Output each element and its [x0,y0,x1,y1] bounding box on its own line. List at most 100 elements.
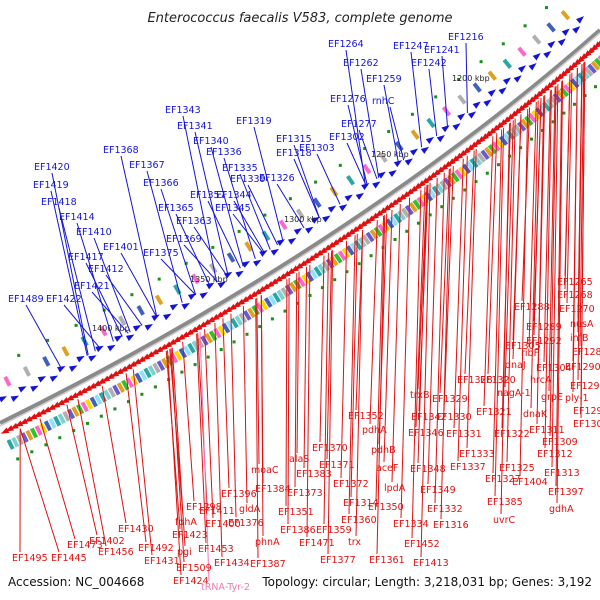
forward-gene-arrow [163,313,172,321]
cog-block [61,345,70,357]
gc-marker [44,443,48,447]
gc-marker [451,196,455,200]
gc-marker [338,163,342,167]
leader-line-forward [50,190,88,356]
reverse-gene-arrow [405,188,414,196]
forward-gene-arrow [10,395,20,402]
forward-gene-arrow [235,270,244,278]
leader-line-reverse [230,313,237,518]
accession-text: Accession: NC_004668 [8,575,144,589]
gene-label-reverse: EF1413 [413,558,449,569]
cog-block [29,427,39,439]
gene-label-forward: EF1357 [190,190,226,201]
gene-label-forward: EF1242 [411,58,447,69]
cog-block [365,231,375,243]
leader-line-reverse [256,297,260,465]
gene-label-forward: EF1343 [165,105,201,116]
forward-gene-arrow [441,125,450,133]
cog-block [242,310,252,321]
gene-label-reverse: EF1334 [393,519,429,530]
leader-line-reverse [483,136,494,407]
reverse-gene-arrow [70,392,79,399]
leader-line-forward [276,183,305,229]
reverse-gene-arrow [159,343,168,351]
gene-label-reverse: EF1371 [319,460,355,471]
leader-line-reverse [340,240,348,479]
reverse-gene-arrow [436,166,445,174]
gene-label-reverse: EF1268 [557,290,593,301]
cog-block [259,299,269,311]
cog-block [408,202,418,213]
tick-labels: 1200 kbp 1250 kbp 1300 kbp 1350 kbp 1400… [92,74,490,333]
gc-marker [46,338,50,342]
cog-block [531,34,542,45]
gc-marker [270,317,274,321]
reverse-gene-arrow [253,288,262,296]
leader-line-reverse [132,369,153,556]
backbone-inner [0,32,600,427]
leader-line-reverse [466,148,477,449]
cog-block [71,406,80,417]
gc-marker [333,278,337,282]
cog-block [373,226,383,237]
leader-line-reverse [564,74,571,290]
gene-label-reverse: EF1313 [544,468,580,479]
forward-gene-arrow [327,205,337,213]
gene-label-forward: EF1276 [330,94,366,105]
reverse-gene-arrow [531,93,540,102]
gene-label-reverse: EF1434 [214,558,250,569]
cog-block [6,439,15,450]
reverse-gene-arrow [424,174,434,182]
cog-block [516,121,527,132]
leader-line-reverse [556,80,564,504]
tick-label: 1200 kbp [452,74,490,83]
gene-label-forward: EF1412 [88,264,124,275]
leader-line-reverse [196,333,207,544]
reverse-gene-arrow [101,375,111,382]
gc-marker [345,270,349,274]
leader-line-reverse [383,209,393,463]
forward-gene-arrow [457,113,466,121]
cog-block [191,340,201,352]
reverse-gene-arrow [319,247,328,255]
cog-block [187,342,196,354]
leader-line-forward [58,207,96,352]
gene-label-reverse: EF1311 [529,425,565,436]
reverse-gene-arrow [106,373,115,380]
leader-line-reverse [306,264,311,538]
forward-gene-arrow [322,215,331,223]
gc-marker [72,429,76,433]
leader-line-reverse [572,67,578,393]
leader-line-reverse [457,155,468,462]
cog-block [20,432,29,443]
gc-marker [232,340,236,344]
leader-line-reverse [376,214,386,555]
leader-line-reverse [319,255,325,443]
leader-line-forward [207,200,241,269]
reverse-gene-arrow [524,99,533,107]
leader-line-reverse [533,98,542,336]
cog-block [42,356,51,367]
leader-line-reverse [19,428,60,553]
cog-block [139,370,148,381]
gc-marker [540,128,544,132]
leader-line-reverse [66,404,98,536]
forward-gene-arrow [404,158,413,166]
gene-label-reverse: dnaK [523,409,548,420]
reverse-gene-arrow [439,163,449,171]
cog-block [590,60,600,71]
forward-gene-arrow [107,344,116,352]
gene-label-reverse: EF1331 [446,429,482,440]
gene-label-reverse: gdhA [549,504,574,515]
forward-gene-arrow [344,194,353,202]
leader-line-forward [183,244,219,283]
tick-label: 1300 kbp [284,215,322,224]
reverse-gene-arrow [347,228,356,236]
forward-gene-arrow [305,226,314,234]
forward-gene-arrow [355,192,365,200]
leader-line-reverse [326,250,333,460]
leader-line-reverse [323,252,329,525]
reverse-gene-arrow [331,239,340,247]
leader-line-reverse [204,329,214,519]
leader-line-reverse [101,386,127,524]
